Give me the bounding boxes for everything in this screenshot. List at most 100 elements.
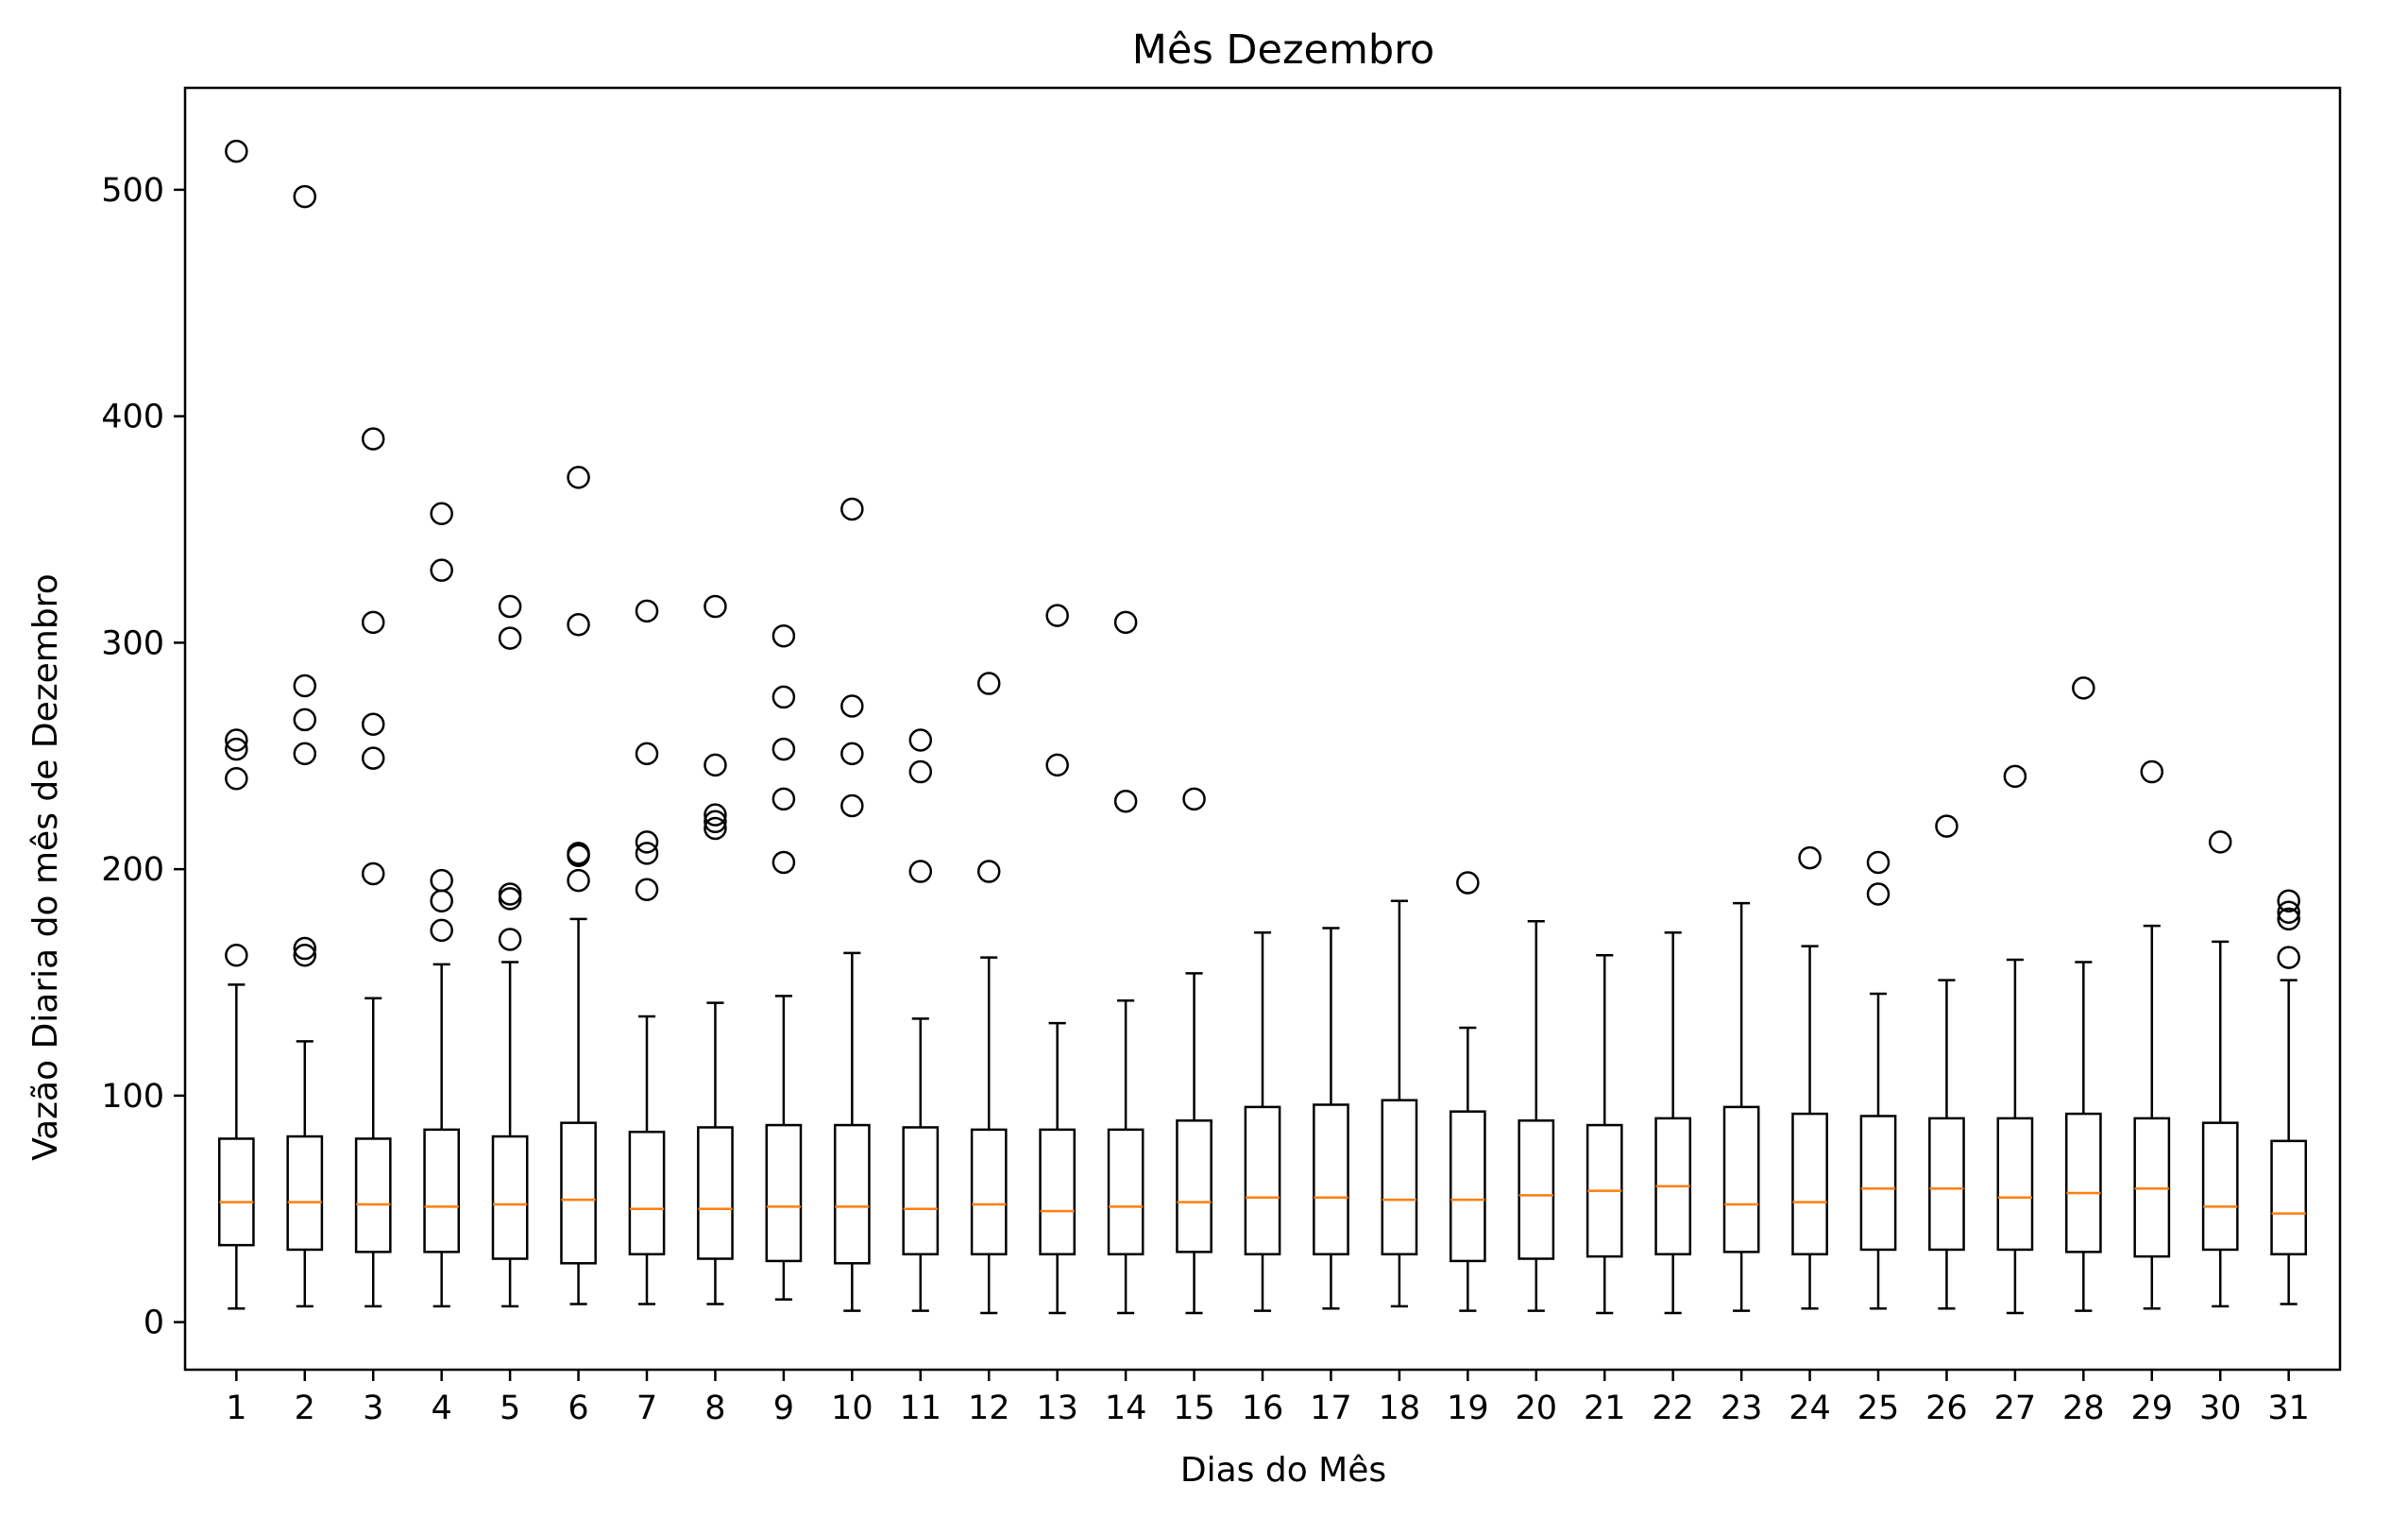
outlier-point xyxy=(1113,789,1138,813)
box xyxy=(1176,1119,1212,1254)
chart-title: Mês Dezembro xyxy=(1132,26,1434,74)
box xyxy=(1928,1117,1965,1252)
box xyxy=(491,1134,529,1260)
box xyxy=(1313,1103,1349,1255)
box xyxy=(1244,1105,1281,1255)
outlier-point xyxy=(840,742,864,766)
outlier-point xyxy=(430,558,453,582)
outlier-point xyxy=(1866,882,1891,906)
x-tick-label: 19 xyxy=(1447,1390,1489,1427)
x-tick-label: 20 xyxy=(1516,1390,1558,1427)
outlier-point xyxy=(2140,759,2164,784)
box xyxy=(697,1126,734,1260)
x-tick-label: 14 xyxy=(1105,1390,1147,1427)
outlier-point xyxy=(498,928,522,951)
axes-frame xyxy=(183,86,2342,1372)
x-tick-label: 26 xyxy=(1925,1390,1968,1427)
box xyxy=(970,1128,1008,1255)
outlier-point xyxy=(704,810,727,834)
outlier-point xyxy=(498,626,522,650)
box xyxy=(1381,1099,1418,1255)
outlier-point xyxy=(1798,845,1822,870)
outlier-point xyxy=(2277,907,2300,931)
outlier-point xyxy=(1045,604,1069,627)
x-tick-label: 13 xyxy=(1036,1390,1078,1427)
x-tick-label: 30 xyxy=(2199,1390,2242,1427)
outlier-point xyxy=(567,868,590,893)
outlier-point xyxy=(2072,676,2095,700)
outlier-point xyxy=(361,610,385,635)
outlier-point xyxy=(976,672,1001,695)
box xyxy=(423,1128,461,1254)
outlier-point xyxy=(225,737,248,761)
x-tick-label: 10 xyxy=(831,1390,873,1427)
outlier-point xyxy=(704,753,727,777)
outlier-point xyxy=(2277,946,2300,969)
box xyxy=(217,1137,255,1247)
outlier-point xyxy=(840,793,864,818)
outlier-point xyxy=(361,746,385,770)
outlier-point xyxy=(1866,850,1891,875)
x-tick-label: 2 xyxy=(295,1390,315,1427)
x-tick-label: 12 xyxy=(968,1390,1010,1427)
outlier-point xyxy=(225,944,248,967)
x-tick-label: 7 xyxy=(636,1390,657,1427)
outlier-point xyxy=(704,803,727,827)
x-tick-label: 11 xyxy=(900,1390,942,1427)
outlier-point xyxy=(225,728,248,752)
outlier-point xyxy=(430,889,453,913)
box xyxy=(902,1126,940,1255)
outlier-point xyxy=(772,850,796,875)
y-tick-label: 300 xyxy=(101,624,164,662)
outlier-point xyxy=(567,466,590,489)
outlier-point xyxy=(498,594,522,619)
x-tick-label: 21 xyxy=(1584,1390,1626,1427)
y-tick-label: 0 xyxy=(144,1305,164,1342)
outlier-point xyxy=(293,708,317,732)
outlier-point xyxy=(361,861,385,886)
outlier-point xyxy=(772,685,796,709)
outlier-point xyxy=(635,830,659,854)
box xyxy=(1518,1119,1555,1260)
y-tick-label: 500 xyxy=(101,172,164,210)
y-axis-label: Vazão Diaria do mês de Dezembro xyxy=(26,573,65,1160)
outlier-point xyxy=(635,842,659,865)
x-tick-label: 22 xyxy=(1652,1390,1694,1427)
outlier-point xyxy=(2277,900,2300,924)
x-tick-label: 4 xyxy=(432,1390,452,1427)
box xyxy=(2064,1112,2102,1254)
box xyxy=(628,1131,666,1255)
y-tick-label: 200 xyxy=(101,851,164,889)
x-tick-label: 16 xyxy=(1242,1390,1284,1427)
outlier-point xyxy=(1045,753,1069,777)
y-tick-label: 400 xyxy=(101,399,164,436)
box xyxy=(354,1137,392,1254)
outlier-point xyxy=(293,944,317,967)
x-tick-label: 27 xyxy=(1994,1390,2037,1427)
outlier-point xyxy=(567,844,590,868)
outlier-point xyxy=(293,742,317,766)
outlier-point xyxy=(2003,764,2027,789)
outlier-point xyxy=(772,787,796,811)
x-tick-label: 6 xyxy=(568,1390,588,1427)
outlier-point xyxy=(430,502,453,525)
outlier-point xyxy=(976,860,1001,883)
outlier-point xyxy=(840,497,864,521)
x-tick-label: 9 xyxy=(773,1390,794,1427)
x-tick-label: 28 xyxy=(2062,1390,2105,1427)
x-tick-label: 23 xyxy=(1721,1390,1763,1427)
outlier-point xyxy=(361,712,385,736)
outlier-point xyxy=(567,612,590,637)
x-tick-label: 18 xyxy=(1379,1390,1421,1427)
box xyxy=(1996,1117,2034,1252)
outlier-point xyxy=(704,816,727,841)
outlier-point xyxy=(635,599,659,623)
box xyxy=(833,1123,871,1265)
x-tick-label: 5 xyxy=(500,1390,520,1427)
outlier-point xyxy=(1182,787,1206,811)
box xyxy=(2201,1121,2239,1252)
outlier-point xyxy=(908,759,933,784)
